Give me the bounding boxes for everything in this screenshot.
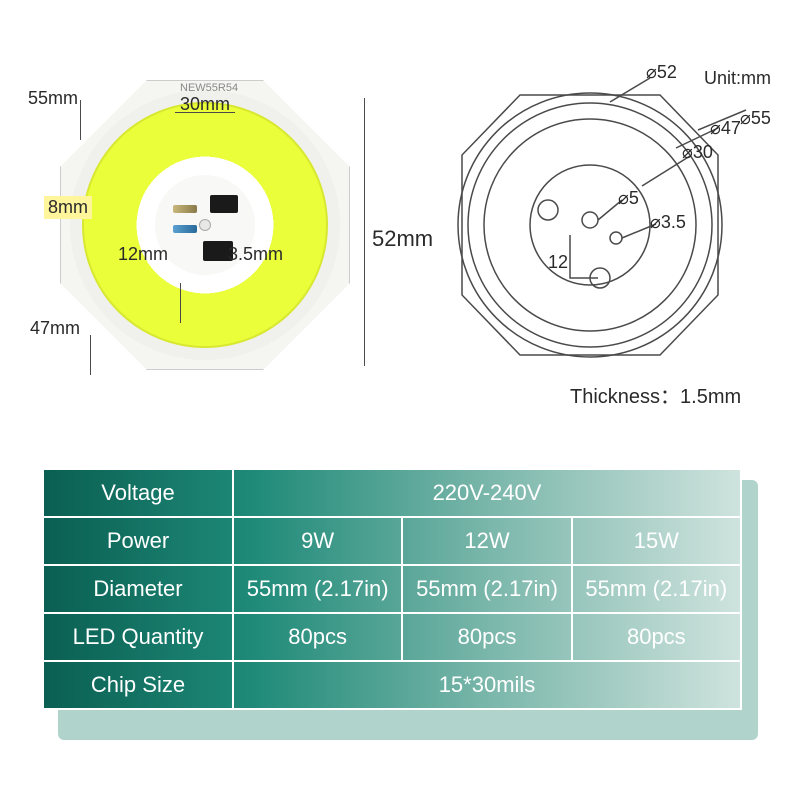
- row-value: 15W: [572, 517, 741, 565]
- resistor-icon: [173, 205, 197, 213]
- callout-52: ⌀52: [646, 62, 677, 83]
- callout-30: ⌀30: [682, 142, 713, 163]
- dim-line: [90, 335, 91, 375]
- dim-8mm: 8mm: [44, 196, 92, 219]
- line-diagram: ⌀52 Unit:mm ⌀55 ⌀47 ⌀30 ⌀5 ⌀3.5 12 Thick…: [450, 60, 760, 420]
- row-value: 9W: [233, 517, 402, 565]
- resistor-icon: [173, 225, 197, 233]
- callout-5: ⌀5: [618, 188, 639, 209]
- table-row: Voltage220V-240V: [43, 469, 741, 517]
- dim-3.5mm: 3.5mm: [228, 244, 283, 265]
- row-label: Chip Size: [43, 661, 233, 709]
- dim-line: [180, 283, 181, 323]
- row-value: 12W: [402, 517, 571, 565]
- thickness-label: Thickness：1.5mm: [570, 380, 741, 409]
- line-diagram-svg: [450, 60, 760, 380]
- ic-chip-icon: [210, 195, 238, 213]
- row-value: 55mm (2.17in): [572, 565, 741, 613]
- callout-12: 12: [548, 252, 568, 273]
- dim-55mm: 55mm: [28, 88, 78, 109]
- row-value: 15*30mils: [233, 661, 741, 709]
- row-value: 55mm (2.17in): [233, 565, 402, 613]
- callout-55: ⌀55: [740, 108, 771, 129]
- table-row: Diameter55mm (2.17in)55mm (2.17in)55mm (…: [43, 565, 741, 613]
- row-label: Voltage: [43, 469, 233, 517]
- dim-line: [364, 98, 365, 366]
- row-value: 55mm (2.17in): [402, 565, 571, 613]
- dim-line: [80, 100, 81, 140]
- dim-line: [175, 112, 235, 113]
- row-value: 220V-240V: [233, 469, 741, 517]
- center-hole-icon: [199, 219, 211, 231]
- part-code: NEW55R54: [180, 82, 238, 94]
- callout-47: ⌀47: [710, 118, 741, 139]
- dim-52mm: 52mm: [372, 226, 433, 252]
- unit-label: Unit:mm: [704, 68, 771, 89]
- row-label: LED Quantity: [43, 613, 233, 661]
- dim-47mm: 47mm: [30, 318, 80, 339]
- row-label: Power: [43, 517, 233, 565]
- spec-table: Voltage220V-240VPower9W12W15WDiameter55m…: [42, 468, 742, 710]
- row-label: Diameter: [43, 565, 233, 613]
- row-value: 80pcs: [402, 613, 571, 661]
- table-row: Chip Size15*30mils: [43, 661, 741, 709]
- top-section: NEW55R54 55mm 30mm 8mm 12mm 3.5mm 47mm 5…: [0, 0, 800, 440]
- led-photo: NEW55R54: [60, 80, 350, 370]
- table-row: LED Quantity80pcs80pcs80pcs: [43, 613, 741, 661]
- row-value: 80pcs: [233, 613, 402, 661]
- row-value: 80pcs: [572, 613, 741, 661]
- callout-3.5: ⌀3.5: [650, 212, 686, 233]
- table-row: Power9W12W15W: [43, 517, 741, 565]
- dim-12mm: 12mm: [118, 244, 168, 265]
